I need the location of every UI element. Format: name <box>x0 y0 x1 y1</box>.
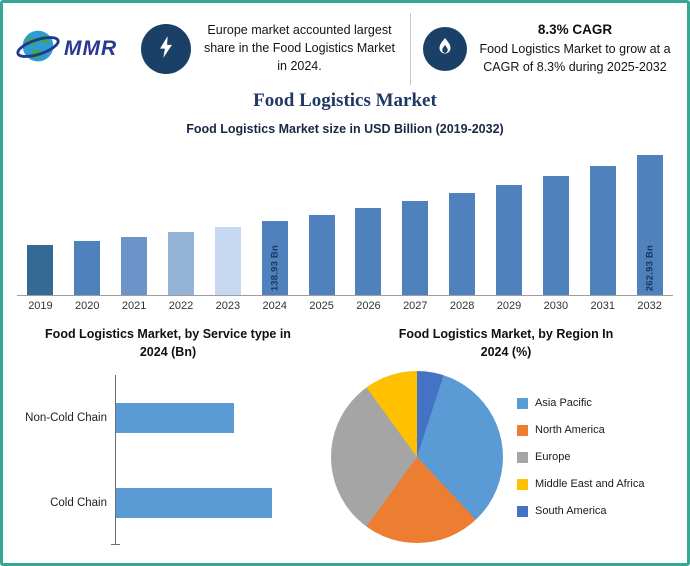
legend-label: North America <box>535 424 605 436</box>
lightning-badge <box>141 24 191 74</box>
service-category-label: Cold Chain <box>50 496 107 509</box>
bar-column-2030 <box>532 146 579 295</box>
bar-column-2028 <box>439 146 486 295</box>
x-axis-label-2029: 2029 <box>496 300 522 312</box>
bar-2025 <box>308 214 335 295</box>
legend-label: Europe <box>535 451 571 463</box>
logo-text: MMR <box>64 37 118 60</box>
legend-swatch <box>517 397 528 409</box>
header-divider <box>410 13 411 85</box>
region-legend: Asia Pacific North America Europe Middle Ea… <box>517 397 644 517</box>
bar-column-2021 <box>111 146 158 295</box>
bar-column-2022 <box>158 146 205 295</box>
page-title: Food Logistics Market <box>253 90 437 111</box>
hbar-category-labels: Non-Cold Chain Cold Chain <box>13 375 115 545</box>
bar-column-2023 <box>204 146 251 295</box>
mmr-logo: MMR <box>15 24 131 75</box>
legend-swatch <box>517 424 528 436</box>
bar-2026 <box>355 208 382 295</box>
service-category-label: Non-Cold Chain <box>25 411 107 424</box>
market-size-chart-title: Food Logistics Market size in USD Billio… <box>186 122 504 136</box>
cagr-note: Food Logistics Market to grow at a CAGR … <box>479 42 671 74</box>
bar-2021 <box>121 236 148 295</box>
bar-2029 <box>496 184 523 295</box>
service-bar-1 <box>116 487 272 518</box>
bar-column-2024: 138.93 Bn <box>251 146 298 295</box>
x-axis-label-2030: 2030 <box>543 300 569 312</box>
bar-2020 <box>74 241 101 295</box>
x-axis-label-2032: 2032 <box>637 300 662 312</box>
x-axis-label-2023: 2023 <box>215 300 241 312</box>
service-type-chart: Food Logistics Market, by Service type i… <box>3 322 325 563</box>
bar-2032: 262.93 Bn <box>636 155 663 295</box>
pie-row: Asia Pacific North America Europe Middle Ea… <box>325 363 687 563</box>
cagr-title: 8.3% CAGR <box>537 22 613 38</box>
lightning-icon <box>153 34 179 65</box>
x-axis-label-2019: 2019 <box>28 300 53 312</box>
bar-2030 <box>542 175 569 295</box>
region-chart: Food Logistics Market, by Region In 2024… <box>325 322 687 563</box>
legend-item-south-america: South America <box>517 505 644 517</box>
bar-plot-area: 138.93 Bn 262.93 Bn <box>17 146 673 296</box>
region-pie <box>331 371 503 543</box>
service-bar-0 <box>116 402 235 433</box>
cagr-block: 8.3% CAGR Food Logistics Market to grow … <box>477 22 677 76</box>
x-axis-label-2026: 2026 <box>356 300 381 312</box>
legend-label: Middle East and Africa <box>535 478 645 490</box>
x-axis-label-2031: 2031 <box>590 300 615 312</box>
bar-column-2027 <box>392 146 439 295</box>
europe-share-note: Europe market accounted largest share in… <box>203 23 396 73</box>
service-bar-cell <box>116 375 313 460</box>
flame-badge <box>423 27 467 71</box>
bar-2022 <box>168 232 194 295</box>
bar-column-2026 <box>345 146 392 295</box>
bar-2031 <box>589 165 616 295</box>
x-axis-label-2027: 2027 <box>403 300 428 312</box>
x-axis-label-2024: 2024 <box>262 300 287 312</box>
x-axis-labels: 2019 2020 2021 2022 2023 2024 2025 2026 2027 2028… <box>17 296 673 312</box>
legend-swatch <box>517 478 528 490</box>
bar-2027 <box>402 201 429 295</box>
bar-column-2025 <box>298 146 345 295</box>
bar-2019 <box>27 245 54 295</box>
x-axis-label-2025: 2025 <box>309 300 334 312</box>
market-size-chart: Food Logistics Market size in USD Billio… <box>3 118 687 312</box>
legend-label: South America <box>535 505 607 517</box>
header: MMR Europe market accounted largest shar… <box>3 3 687 87</box>
x-axis-label-2028: 2028 <box>449 300 475 312</box>
x-axis-label-2021: 2021 <box>121 300 147 312</box>
legend-item-north-america: North America <box>517 424 644 436</box>
bar-column-2029 <box>486 146 533 295</box>
legend-item-middle-east-and-africa: Middle East and Africa <box>517 478 644 490</box>
region-chart-title: Food Logistics Market, by Region In 2024… <box>398 327 614 359</box>
hbar-bars <box>111 375 313 545</box>
flame-icon <box>433 35 457 64</box>
bar-value-label-2024: 138.93 Bn <box>269 244 281 291</box>
legend-swatch <box>517 451 528 463</box>
bar-2023 <box>214 226 241 295</box>
bar-2028 <box>449 193 476 295</box>
service-bar-cell <box>116 460 313 545</box>
legend-label: Asia Pacific <box>535 397 592 409</box>
bar-value-label-2032: 262.93 Bn <box>644 244 656 291</box>
globe-icon <box>15 24 61 75</box>
bar-2024: 138.93 Bn <box>261 221 288 295</box>
legend-swatch <box>517 505 528 517</box>
service-type-chart-title: Food Logistics Market, by Service type i… <box>45 327 291 359</box>
hbar-plot-area: Non-Cold Chain Cold Chain <box>11 367 325 563</box>
bar-column-2020 <box>64 146 111 295</box>
legend-item-asia-pacific: Asia Pacific <box>517 397 644 409</box>
legend-item-europe: Europe <box>517 451 644 463</box>
bottom-section: Food Logistics Market, by Service type i… <box>3 322 687 563</box>
bar-column-2032: 262.93 Bn <box>626 146 673 295</box>
x-axis-label-2020: 2020 <box>75 300 100 312</box>
x-axis-label-2022: 2022 <box>168 300 194 312</box>
bar-column-2031 <box>579 146 626 295</box>
bar-column-2019 <box>17 146 64 295</box>
